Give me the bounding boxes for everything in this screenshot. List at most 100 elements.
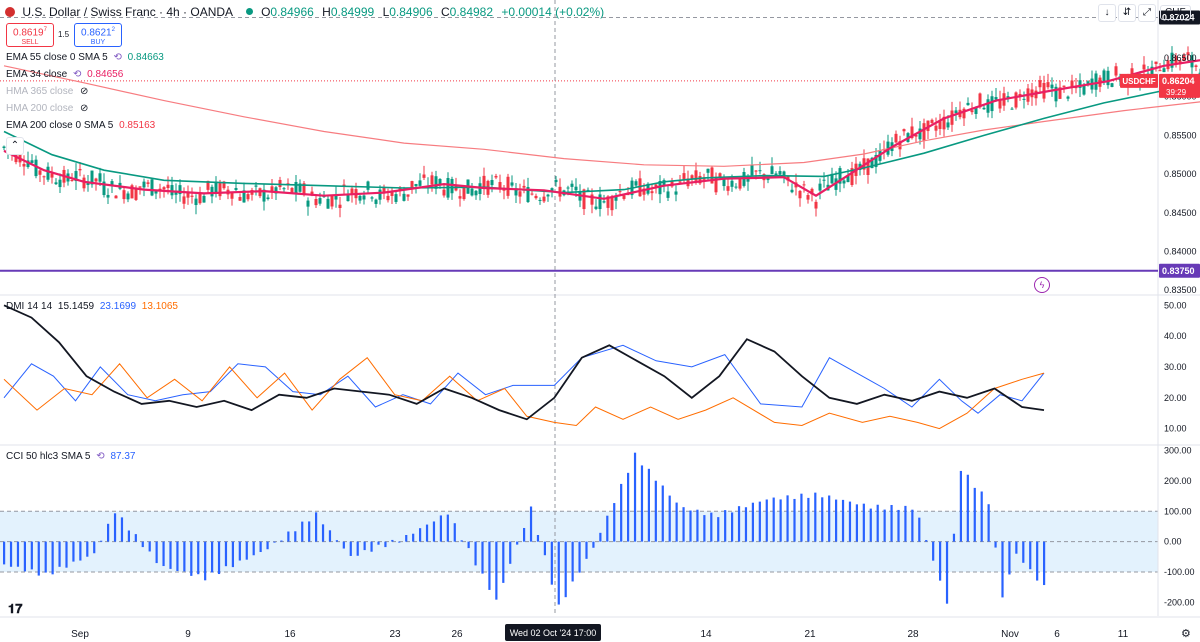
candle-body <box>918 128 922 140</box>
cci-bar <box>176 541 179 572</box>
cci-bar <box>93 541 96 554</box>
symbol-tag-box <box>1120 73 1158 88</box>
candle-body <box>378 189 382 200</box>
legend-hma200[interactable]: HMA 200 close ⊘ <box>6 103 88 115</box>
candle-body <box>1194 65 1198 67</box>
cci-bar <box>731 512 734 542</box>
cci-bar <box>488 541 491 590</box>
cci-bar <box>613 503 616 542</box>
candle-body <box>282 188 286 190</box>
dmi-plus-value: 23.1699 <box>99 301 137 312</box>
candle-body <box>58 179 62 188</box>
cci-bar <box>238 541 241 561</box>
candle-body <box>642 188 646 195</box>
candle-body <box>1038 80 1042 88</box>
cci-bar <box>79 541 82 561</box>
candle-body <box>1114 66 1118 76</box>
cci-bar <box>65 541 68 568</box>
cci-bar <box>904 505 907 542</box>
time-tick-label: 9 <box>185 629 191 640</box>
candle-body <box>474 190 478 196</box>
cycle-icon: ⟲ <box>96 451 105 462</box>
candle-body <box>810 188 814 195</box>
hline-tag-text: 0.87024 <box>1162 12 1195 22</box>
buy-button[interactable]: 0.86212 BUY <box>74 23 122 47</box>
legend-ema200-label: EMA 200 close 0 SMA 5 <box>6 120 114 131</box>
cci-bar <box>412 533 415 542</box>
candle-body <box>838 168 842 184</box>
legend-ema34[interactable]: EMA 34 close ⟲ 0.84656 <box>6 69 123 81</box>
legend-dmi[interactable]: DMI 14 14 15.1459 23.1699 13.1065 <box>6 301 178 313</box>
cci-bar <box>141 541 144 548</box>
fullscreen-button[interactable]: ⤢ <box>1138 4 1156 22</box>
candle-body <box>814 201 818 209</box>
cci-bar <box>710 512 713 542</box>
candle-body <box>1018 93 1022 97</box>
legend-hma365[interactable]: HMA 365 close ⊘ <box>6 86 88 98</box>
cci-bar <box>918 517 921 542</box>
legend-ema200[interactable]: EMA 200 close 0 SMA 5 0.85163 <box>6 120 155 132</box>
legend-ema200-value: 0.85163 <box>119 120 156 131</box>
candle-body <box>710 167 714 184</box>
cci-bar <box>529 506 533 542</box>
tradingview-logo[interactable]: 𝟏𝟕 <box>8 601 23 616</box>
lightning-icon[interactable]: ϟ <box>1034 277 1050 293</box>
cci-bar <box>127 530 130 542</box>
current-price-box <box>1159 73 1200 98</box>
price-tick-label: 0.86500 <box>1164 53 1197 63</box>
candle-body <box>1014 92 1018 108</box>
cci-bar <box>786 495 789 542</box>
eye-hidden-icon[interactable]: ⊘ <box>80 103 89 114</box>
legend-ema55[interactable]: EMA 55 close 0 SMA 5 ⟲ 0.84663 <box>6 52 164 64</box>
cci-bar <box>315 512 318 542</box>
gear-icon[interactable]: ⚙ <box>1181 628 1191 640</box>
currency-selector[interactable]: CHF <box>1160 5 1191 20</box>
candle-body <box>818 183 822 191</box>
candle-body <box>998 99 1002 109</box>
candle-body <box>938 121 942 129</box>
cci-bar <box>772 497 775 542</box>
candle-body <box>550 188 554 192</box>
cci-bar <box>259 541 262 553</box>
candle-body <box>242 190 246 203</box>
arrow-down-button[interactable]: ↓ <box>1098 4 1116 22</box>
legend-cci[interactable]: CCI 50 hlc3 SMA 5 ⟲ 87.37 <box>6 451 135 463</box>
cci-bar <box>932 541 935 561</box>
cci-bar <box>807 497 810 542</box>
collapse-button[interactable]: ⇵ <box>1118 4 1136 22</box>
candle-body <box>774 173 778 176</box>
cci-tick-label: 200.00 <box>1164 476 1192 486</box>
candle-body <box>758 170 762 172</box>
legend-hma365-label: HMA 365 close <box>6 86 74 97</box>
dmi-minus-value: 13.1065 <box>141 301 178 312</box>
cci-bar <box>1008 541 1011 575</box>
candle-body <box>450 178 454 194</box>
candle-body <box>850 168 854 185</box>
candle-body <box>898 141 902 150</box>
candle-body <box>206 180 210 190</box>
candle-body <box>334 194 338 200</box>
candle-body <box>974 107 978 114</box>
candle-body <box>1186 52 1190 56</box>
candle-body <box>386 195 390 201</box>
collapse-legend-button[interactable]: ⌃ <box>6 137 24 155</box>
candle-body <box>870 157 874 169</box>
sell-button[interactable]: 0.86197 SELL <box>6 23 54 47</box>
cci-bar <box>841 499 845 542</box>
candle-body <box>678 181 682 183</box>
cci-bar <box>516 541 519 545</box>
cci-bar <box>1001 541 1004 598</box>
dmi-adx-line <box>3 304 1045 421</box>
sell-price-sup: 7 <box>43 27 47 33</box>
candle-body <box>802 184 806 186</box>
candle-body <box>602 201 606 203</box>
candle-body <box>306 200 310 207</box>
symbol-title[interactable]: U.S. Dollar / Swiss Franc · 4h · OANDA <box>22 5 233 19</box>
candle-body <box>690 175 694 179</box>
eye-hidden-icon[interactable]: ⊘ <box>80 86 89 97</box>
cci-bar <box>897 509 900 542</box>
candle-body <box>846 175 850 183</box>
cci-bar <box>370 541 373 552</box>
